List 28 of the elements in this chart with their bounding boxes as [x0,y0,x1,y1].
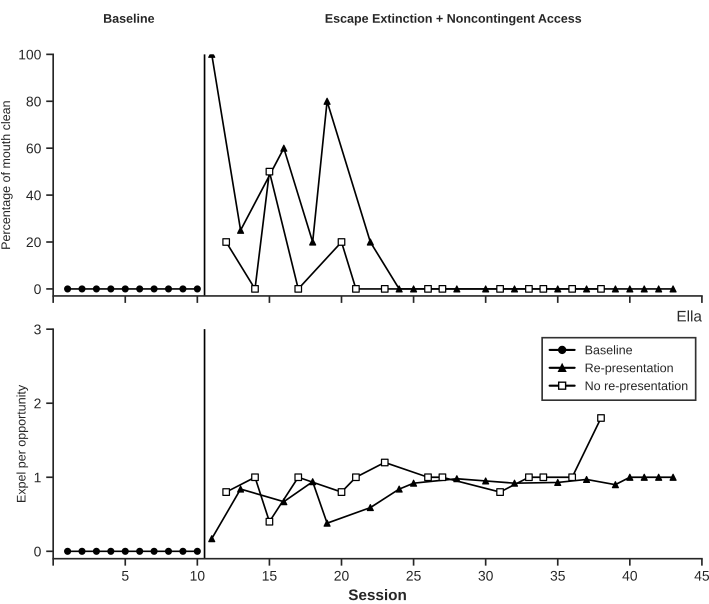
x-axis-title: Session [348,589,406,600]
x-tick-label: 35 [550,570,565,581]
y-tick-label: 3 [34,324,41,334]
x-tick-label: 30 [478,570,493,581]
legend-label: No re-presentation [586,381,688,393]
x-tick-label: 40 [622,570,638,581]
legend-label: Re-presentation [586,363,673,375]
y-tick-label: 20 [26,237,41,248]
text: Ella [678,310,702,322]
x-tick-label: 10 [190,570,205,581]
x-tick-label: 45 [694,571,709,581]
y-tick-label: 80 [26,96,41,106]
x-tick-label: 15 [262,571,277,581]
y-tick-label: 0 [34,546,41,556]
y-axis-title: Expel per opportunity [16,384,28,502]
x-tick-label: 20 [334,570,349,581]
text: Escape Extinction + Noncontingent Access [326,14,582,26]
y-tick-label: 1 [34,472,41,482]
text: Baseline [104,14,154,23]
legend-label: Baseline [586,345,632,354]
y-axis-title: Percentage of mouth clean [0,101,13,249]
x-tick-label: 5 [122,571,129,581]
y-tick-label: 0 [34,284,41,294]
y-tick-label: 40 [26,190,41,200]
y-tick-label: 100 [19,50,41,60]
y-tick-label: 60 [26,144,41,154]
x-tick-label: 25 [406,570,421,581]
y-tick-label: 2 [34,398,41,408]
